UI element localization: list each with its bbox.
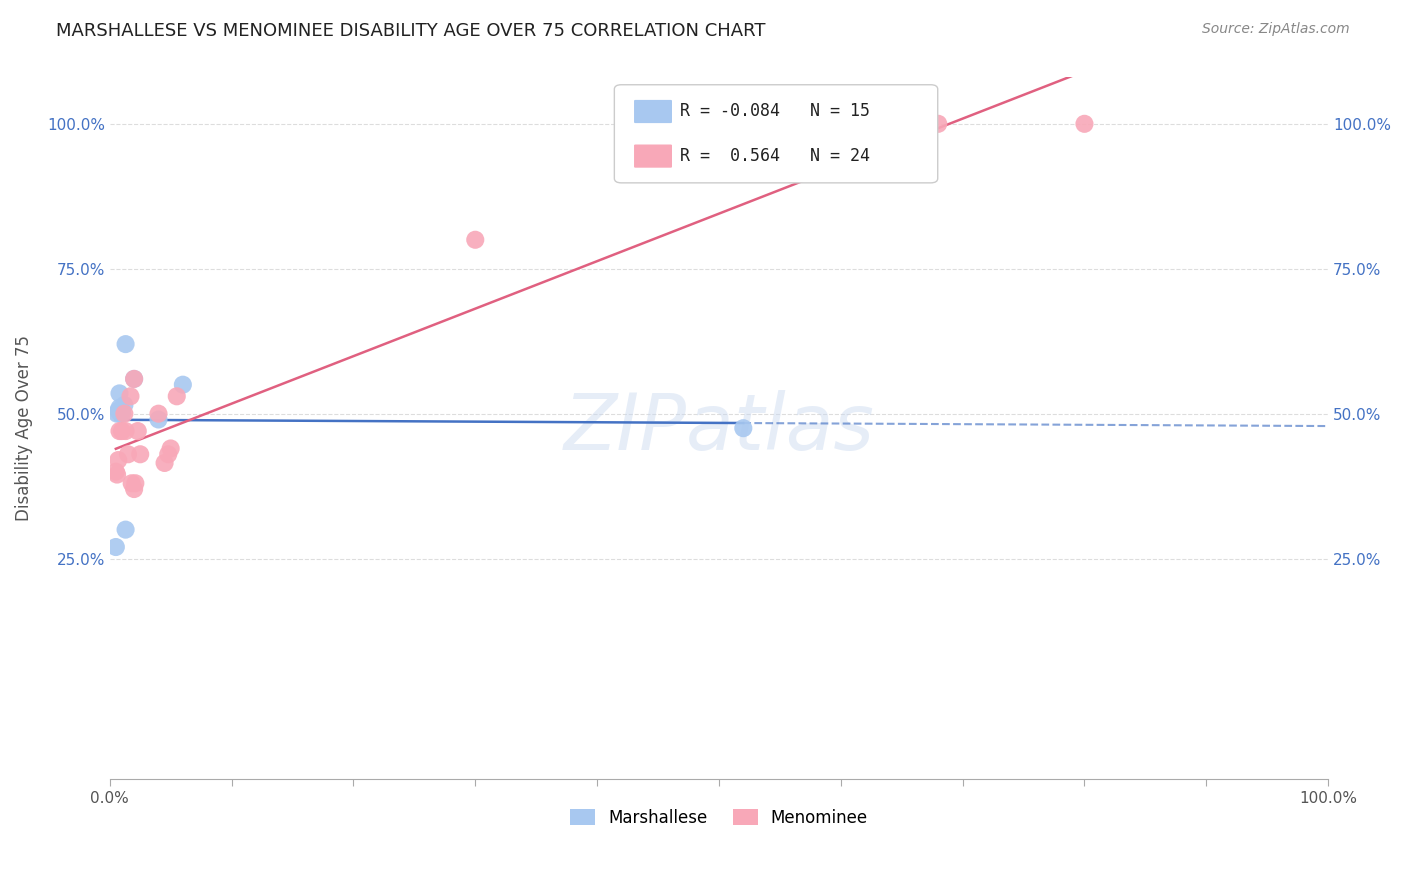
Point [117,447,139,461]
Point [166,389,188,403]
Point [104,465,127,479]
Point [108,424,131,438]
Text: R = -0.084   N = 15: R = -0.084 N = 15 [681,103,870,120]
Point [1073,117,1095,131]
Point [111,407,134,421]
Point [172,377,194,392]
Legend: Marshallese, Menominee: Marshallese, Menominee [564,803,875,834]
Point [105,407,128,421]
Point [114,424,136,438]
Y-axis label: Disability Age Over 75: Disability Age Over 75 [15,335,32,521]
Point [110,407,132,421]
Point [111,404,134,418]
Point [853,117,876,131]
Point [148,407,170,421]
Point [124,476,146,491]
Point [121,476,143,491]
Text: Source: ZipAtlas.com: Source: ZipAtlas.com [1202,22,1350,37]
Point [153,456,176,470]
Point [105,467,128,482]
Text: R =  0.564   N = 24: R = 0.564 N = 24 [681,147,870,165]
Point [464,233,486,247]
Point [114,523,136,537]
Point [122,372,145,386]
Point [108,386,131,401]
Point [122,372,145,386]
Point [733,421,755,435]
Point [122,482,145,496]
Point [107,453,129,467]
Point [112,407,135,421]
Point [157,447,180,461]
Point [114,337,136,351]
Point [111,424,134,438]
Point [104,540,127,554]
Point [108,401,131,415]
Point [120,389,142,403]
Point [112,398,135,412]
Point [927,117,949,131]
Text: ZIPatlas: ZIPatlas [564,390,875,467]
Point [127,424,149,438]
Point [107,404,129,418]
Point [159,442,181,456]
Text: MARSHALLESE VS MENOMINEE DISABILITY AGE OVER 75 CORRELATION CHART: MARSHALLESE VS MENOMINEE DISABILITY AGE … [56,22,766,40]
Point [148,412,170,426]
Point [129,447,152,461]
